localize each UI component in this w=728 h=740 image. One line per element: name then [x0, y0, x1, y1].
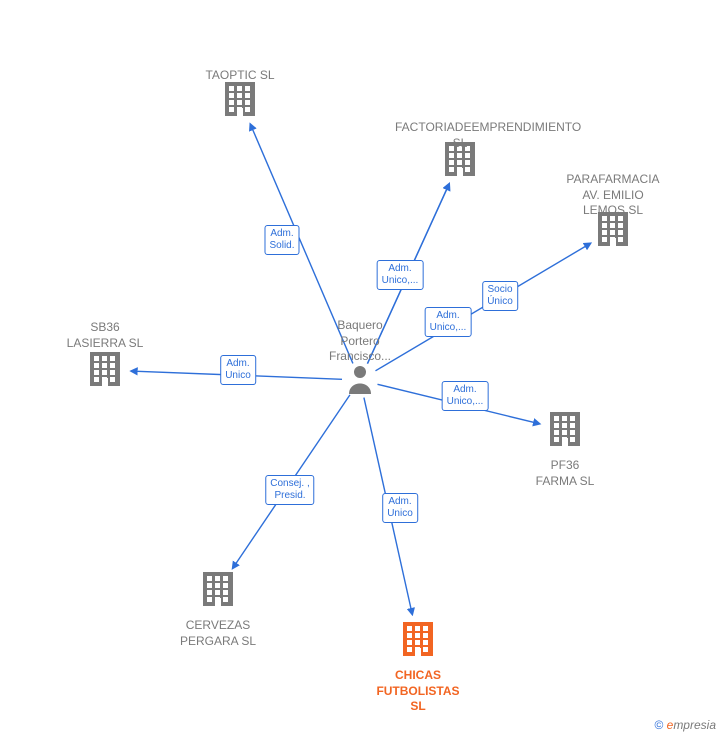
edge-label: Adm. Unico: [220, 355, 256, 385]
edge-label: Adm. Unico,...: [377, 260, 424, 290]
edge-label: Consej. , Presid.: [265, 475, 314, 505]
company-label: CHICAS FUTBOLISTAS SL: [353, 668, 483, 715]
network-diagram: [0, 0, 728, 740]
copyright-symbol: ©: [654, 718, 663, 732]
center-person-label: Baquero Portero Francisco...: [315, 318, 405, 365]
company-label: FACTORIADEEMPRENDIMIENTO SL: [395, 120, 525, 151]
edge-label: Adm. Unico,...: [425, 307, 472, 337]
edge-label: Adm. Unico,...: [442, 381, 489, 411]
company-label: TAOPTIC SL: [175, 68, 305, 84]
edge-label: Adm. Solid.: [264, 225, 299, 255]
company-label: CERVEZAS PERGARA SL: [153, 618, 283, 649]
brand-rest: mpresia: [673, 718, 716, 732]
company-label: PF36 FARMA SL: [500, 458, 630, 489]
credit-line: © empresia: [654, 718, 716, 732]
edge-label: Socio Único: [482, 281, 518, 311]
edge-label: Adm. Unico: [382, 493, 418, 523]
company-label: SB36 LASIERRA SL: [40, 320, 170, 351]
company-label: PARAFARMACIA AV. EMILIO LEMOS SL: [548, 172, 678, 219]
